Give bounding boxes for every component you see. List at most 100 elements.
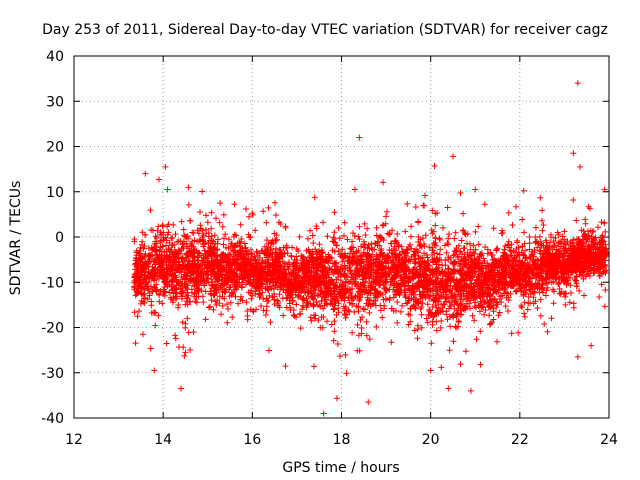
- data-point: [398, 257, 405, 264]
- data-point: [188, 289, 195, 296]
- data-point: [331, 209, 338, 216]
- data-point: [276, 291, 283, 298]
- data-point: [317, 255, 324, 262]
- data-point: [308, 259, 315, 266]
- data-point: [216, 300, 223, 307]
- data-point: [366, 336, 373, 343]
- data-point: [214, 297, 221, 304]
- data-point: [443, 311, 450, 318]
- data-point: [198, 287, 205, 294]
- data-point: [342, 284, 349, 291]
- data-point: [169, 278, 176, 285]
- data-point: [461, 230, 468, 237]
- data-point: [561, 228, 568, 235]
- data-point: [477, 361, 484, 368]
- data-point: [578, 272, 585, 279]
- data-point: [490, 316, 497, 323]
- data-point: [526, 240, 533, 247]
- data-point: [518, 302, 525, 309]
- data-point: [173, 295, 180, 302]
- data-point: [376, 276, 383, 283]
- data-point: [288, 252, 295, 259]
- data-point: [355, 297, 362, 304]
- data-point: [422, 232, 429, 239]
- data-point: [377, 307, 384, 314]
- data-point: [297, 325, 304, 332]
- data-point: [181, 240, 188, 247]
- data-point: [220, 241, 227, 248]
- data-point: [408, 245, 415, 252]
- data-point: [522, 278, 529, 285]
- data-point: [222, 288, 229, 295]
- data-point: [180, 226, 187, 233]
- data-point: [386, 231, 393, 238]
- data-point: [404, 200, 411, 207]
- data-point: [429, 304, 436, 311]
- data-point: [357, 252, 364, 259]
- data-point: [185, 184, 192, 191]
- data-point: [412, 259, 419, 266]
- data-point: [233, 286, 240, 293]
- data-point: [475, 223, 482, 230]
- data-point: [168, 248, 175, 255]
- data-point: [137, 244, 144, 251]
- data-point: [494, 245, 501, 252]
- data-point: [243, 299, 250, 306]
- data-point: [320, 219, 327, 226]
- data-point: [272, 282, 279, 289]
- data-point: [318, 246, 325, 253]
- data-point: [412, 204, 419, 211]
- data-point: [472, 246, 479, 253]
- data-point: [433, 279, 440, 286]
- data-point: [450, 266, 457, 273]
- data-point: [434, 250, 441, 257]
- data-point: [237, 221, 244, 228]
- data-point: [460, 290, 467, 297]
- data-point: [483, 265, 490, 272]
- data-point: [173, 282, 180, 289]
- data-point: [336, 353, 343, 360]
- data-point: [443, 249, 450, 256]
- data-point: [591, 237, 598, 244]
- data-point: [530, 294, 537, 301]
- data-point: [537, 312, 544, 319]
- data-point: [228, 292, 235, 299]
- data-point: [265, 204, 272, 211]
- data-point: [254, 249, 261, 256]
- data-point: [472, 228, 479, 235]
- data-point: [148, 283, 155, 290]
- data-point: [208, 297, 215, 304]
- data-point: [383, 208, 390, 215]
- data-point: [410, 288, 417, 295]
- data-point: [136, 282, 143, 289]
- data-point: [602, 286, 609, 293]
- data-point: [424, 301, 431, 308]
- data-point: [522, 247, 529, 254]
- data-point: [246, 234, 253, 241]
- data-point: [179, 319, 186, 326]
- data-point: [573, 283, 580, 290]
- data-point: [274, 297, 281, 304]
- data-point: [305, 246, 312, 253]
- data-point: [439, 224, 446, 231]
- data-point: [289, 244, 296, 251]
- data-point: [320, 305, 327, 312]
- data-point: [357, 294, 364, 301]
- data-point: [543, 279, 550, 286]
- data-point: [603, 245, 610, 252]
- data-point: [428, 312, 435, 319]
- data-point: [338, 272, 345, 279]
- data-point: [484, 250, 491, 257]
- data-point: [377, 290, 384, 297]
- data-point: [379, 222, 386, 229]
- data-point: [311, 315, 318, 322]
- data-point: [592, 234, 599, 241]
- data-point: [174, 238, 181, 245]
- data-point: [336, 251, 343, 258]
- data-point: [135, 277, 142, 284]
- data-point: [227, 262, 234, 269]
- data-point: [460, 210, 467, 217]
- data-point: [224, 305, 231, 312]
- data-point: [521, 313, 528, 320]
- data-point: [405, 321, 412, 328]
